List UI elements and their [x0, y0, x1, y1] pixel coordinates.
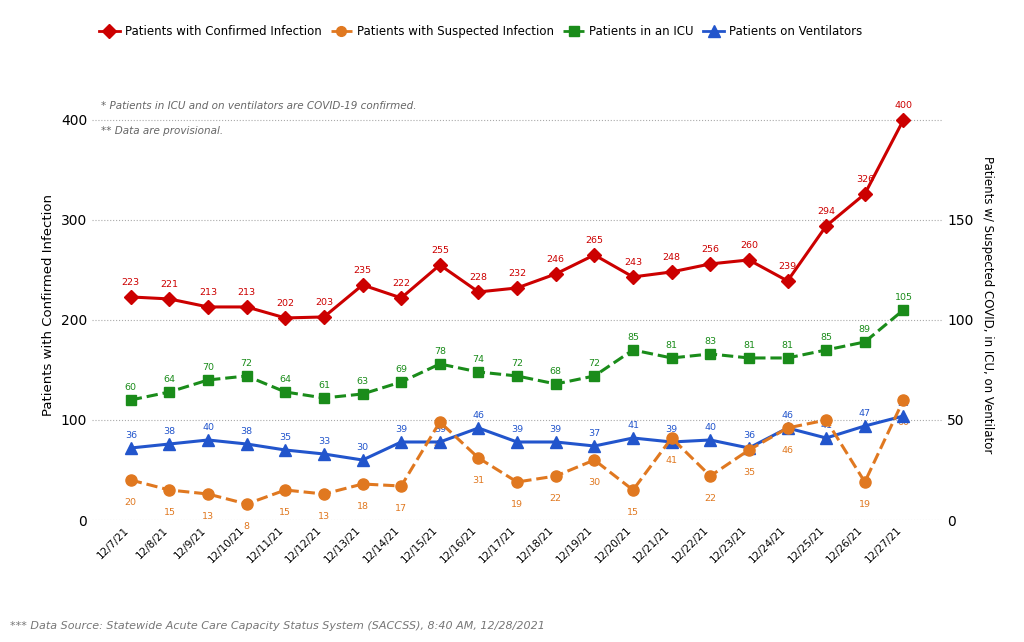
Y-axis label: Patients w/ Suspected COVID, in ICU, on Ventilator: Patients w/ Suspected COVID, in ICU, on …	[981, 156, 994, 454]
Text: 13: 13	[317, 512, 330, 521]
Text: 213: 213	[199, 288, 217, 297]
Text: 202: 202	[276, 299, 294, 308]
Text: 60: 60	[897, 418, 909, 427]
Text: 13: 13	[202, 512, 214, 521]
Text: 15: 15	[627, 508, 639, 517]
Text: 35: 35	[280, 433, 292, 442]
Text: *** Data Source: Statewide Acute Care Capacity Status System (SACCSS), 8:40 AM, : *** Data Source: Statewide Acute Care Ca…	[10, 621, 545, 631]
Text: 46: 46	[781, 411, 794, 420]
Text: 78: 78	[434, 347, 445, 356]
Text: 246: 246	[547, 256, 565, 265]
Text: 74: 74	[472, 354, 484, 363]
Text: 72: 72	[511, 359, 523, 368]
Text: ** Data are provisional.: ** Data are provisional.	[100, 126, 223, 137]
Text: 33: 33	[317, 437, 330, 446]
Text: 60: 60	[125, 383, 137, 392]
Text: 326: 326	[856, 175, 873, 184]
Legend: Patients with Confirmed Infection, Patients with Suspected Infection, Patients i: Patients with Confirmed Infection, Patie…	[94, 21, 867, 43]
Text: 46: 46	[781, 446, 794, 455]
Text: 38: 38	[164, 427, 175, 436]
Text: 248: 248	[663, 253, 681, 262]
Text: 22: 22	[705, 494, 716, 503]
Text: 256: 256	[701, 245, 719, 254]
Text: 37: 37	[589, 429, 600, 438]
Text: 232: 232	[508, 269, 526, 278]
Text: 83: 83	[705, 336, 717, 345]
Y-axis label: Patients with Confirmed Infection: Patients with Confirmed Infection	[42, 194, 55, 416]
Text: 8: 8	[244, 522, 250, 531]
Text: 400: 400	[894, 101, 912, 110]
Text: 39: 39	[395, 424, 408, 433]
Text: 213: 213	[238, 288, 256, 297]
Text: 39: 39	[434, 424, 445, 433]
Text: 72: 72	[241, 359, 253, 368]
Text: 235: 235	[353, 266, 372, 275]
Text: 243: 243	[624, 258, 642, 267]
Text: 228: 228	[469, 273, 487, 282]
Text: 40: 40	[202, 422, 214, 431]
Text: 239: 239	[778, 262, 797, 271]
Text: 20: 20	[125, 498, 137, 507]
Text: 52: 52	[897, 399, 909, 408]
Text: COVID-19 Hospitalizations Reported by MS Hospitals, 12/7/21-12/27/21 *,**,***: COVID-19 Hospitalizations Reported by MS…	[115, 31, 909, 49]
Text: 265: 265	[586, 236, 603, 245]
Text: 41: 41	[666, 456, 678, 465]
Text: * Patients in ICU and on ventilators are COVID-19 confirmed.: * Patients in ICU and on ventilators are…	[100, 101, 416, 110]
Text: 15: 15	[280, 508, 291, 517]
Text: 30: 30	[356, 443, 369, 452]
Text: 260: 260	[740, 241, 758, 250]
Text: 15: 15	[164, 508, 175, 517]
Text: 35: 35	[742, 468, 755, 477]
Text: 36: 36	[742, 431, 755, 440]
Text: 22: 22	[550, 494, 562, 503]
Text: 203: 203	[315, 299, 333, 308]
Text: 19: 19	[859, 500, 870, 509]
Text: 38: 38	[241, 427, 253, 436]
Text: 64: 64	[280, 375, 291, 384]
Text: 89: 89	[859, 325, 870, 334]
Text: 50: 50	[820, 438, 833, 447]
Text: 85: 85	[820, 333, 833, 342]
Text: 72: 72	[589, 359, 600, 368]
Text: 85: 85	[627, 333, 639, 342]
Text: 223: 223	[122, 278, 140, 287]
Text: 105: 105	[894, 293, 912, 302]
Text: 64: 64	[164, 375, 175, 384]
Text: 17: 17	[395, 504, 408, 513]
Text: 46: 46	[472, 411, 484, 420]
Text: 81: 81	[666, 341, 678, 350]
Text: 294: 294	[817, 207, 836, 216]
Text: 39: 39	[666, 424, 678, 433]
Text: 19: 19	[511, 500, 523, 509]
Text: 49: 49	[434, 440, 445, 449]
Text: 81: 81	[781, 341, 794, 350]
Text: 30: 30	[589, 478, 600, 487]
Text: 41: 41	[627, 421, 639, 429]
Text: 222: 222	[392, 279, 411, 288]
Text: 70: 70	[202, 363, 214, 372]
Text: 31: 31	[472, 476, 484, 485]
Text: 36: 36	[125, 431, 137, 440]
Text: 40: 40	[705, 422, 716, 431]
Text: 221: 221	[161, 280, 178, 290]
Text: 63: 63	[356, 377, 369, 386]
Text: 61: 61	[318, 381, 330, 390]
Text: 39: 39	[511, 424, 523, 433]
Text: 68: 68	[550, 367, 562, 376]
Text: 69: 69	[395, 365, 408, 374]
Text: 39: 39	[550, 424, 562, 433]
Text: 81: 81	[743, 341, 755, 350]
Text: 255: 255	[431, 247, 449, 256]
Text: 41: 41	[820, 421, 833, 429]
Text: 47: 47	[859, 409, 870, 418]
Text: 18: 18	[356, 502, 369, 511]
